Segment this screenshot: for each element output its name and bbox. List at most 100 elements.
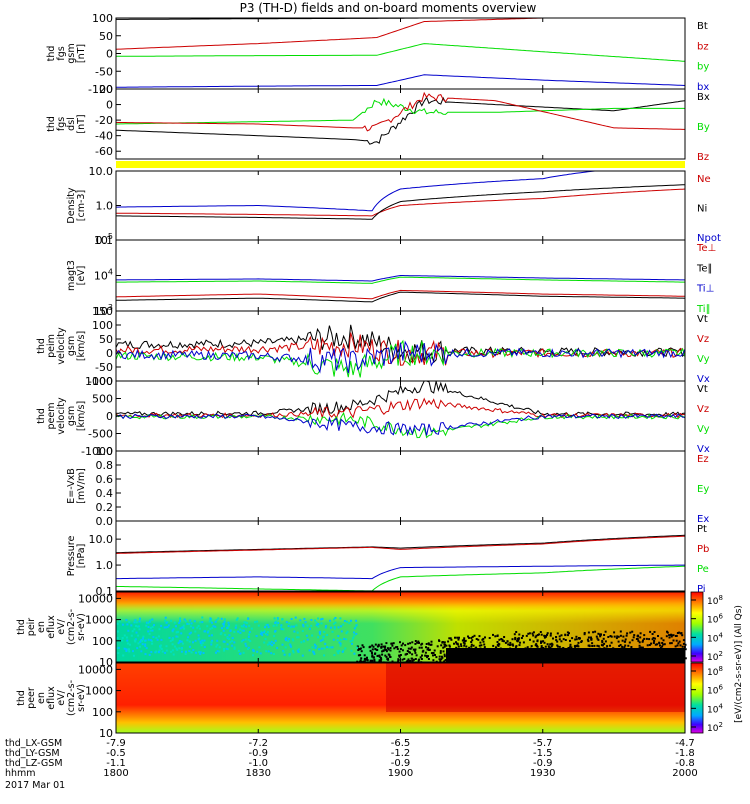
x-axis-row-value: -0.9 [248, 748, 268, 759]
spectrogram-pixel [159, 644, 162, 647]
noise-pixel [396, 646, 399, 648]
spectrogram-pixel [151, 625, 154, 628]
noise-pixel [519, 641, 521, 644]
spectrogram-pixel [229, 629, 232, 632]
spectrogram-pixel [314, 646, 317, 649]
noise-pixel [526, 646, 529, 649]
spectrogram-pixel [235, 618, 238, 621]
spectrogram-pixel [343, 637, 346, 640]
noise-pixel [616, 635, 619, 638]
noise-pixel [599, 633, 602, 636]
noise-pixel [412, 658, 415, 661]
spectrogram-pixel [242, 639, 245, 642]
spectrogram-pixel [276, 618, 279, 621]
spectrogram-pixel [210, 641, 213, 644]
noise-pixel [468, 646, 471, 649]
noise-pixel [536, 639, 539, 642]
spectrogram-pixel [214, 620, 217, 623]
noise-pixel [538, 633, 540, 636]
noise-pixel [374, 652, 377, 655]
spectrogram-pixel [343, 620, 346, 622]
spectrogram-pixel [314, 619, 317, 622]
spectrogram-pixel [125, 636, 128, 639]
noise-pixel [609, 635, 612, 637]
spectrogram-pixel [220, 632, 223, 635]
spectrogram-pixel [144, 643, 147, 646]
spectrogram-pixel [187, 636, 189, 639]
noise-pixel [398, 654, 401, 657]
spectrogram-pixel [222, 622, 225, 625]
noise-pixel [678, 631, 681, 634]
spectrogram-pixel [329, 619, 331, 622]
noise-pixel [659, 644, 661, 647]
y-tick-label: 0 [106, 410, 113, 423]
noise-pixel [374, 643, 377, 646]
noise-pixel [400, 644, 403, 647]
noise-pixel [361, 644, 364, 647]
noise-pixel [662, 643, 665, 646]
x-axis-row-value: -0.9 [391, 758, 411, 769]
legend-Ti∥: Ti∥ [696, 304, 711, 315]
spectrogram-pixel [244, 621, 247, 624]
colorbar-ion [690, 591, 704, 663]
noise-pixel [453, 642, 455, 645]
spectrogram-pixel [345, 632, 348, 635]
spectrogram-pixel [190, 622, 193, 625]
panel-10: 10000 1000 100 10 thdpeerenefluxeV/(cm2-s-sr… [16, 662, 686, 740]
spectrogram-pixel [325, 625, 328, 627]
series-line-Ti⊥ [116, 275, 685, 282]
x-axis-row-value: -0.8 [675, 758, 695, 769]
noise-pixel [628, 641, 631, 644]
spectrogram-pixel [228, 624, 230, 627]
spectrogram-pixel [228, 634, 231, 637]
y-tick-label: 0.4 [96, 487, 114, 500]
spectrogram-pixel [127, 629, 130, 632]
noise-pixel [662, 639, 665, 642]
noise-pixel [383, 646, 386, 649]
noise-pixel [579, 637, 581, 640]
spectrogram-pixel [312, 651, 315, 654]
spectrogram-pixel [351, 642, 353, 645]
legend-Vy: Vy [697, 354, 710, 365]
noise-pixel [640, 646, 643, 649]
spectrogram-pixel [266, 633, 269, 636]
spectrogram-pixel [231, 637, 234, 640]
noise-pixel [670, 642, 673, 645]
x-axis-row-label: thd_LY-GSM [5, 748, 60, 759]
noise-pixel [621, 645, 624, 648]
noise-pixel [407, 647, 410, 650]
noise-pixel [397, 660, 400, 663]
y-tick-label: 100 [92, 12, 113, 25]
spectrogram-pixel [272, 624, 275, 627]
noise-pixel [507, 643, 510, 646]
spectrogram-pixel [178, 647, 181, 650]
spectrogram-pixel [151, 629, 154, 632]
noise-pixel [590, 636, 592, 639]
spectrogram-pixel [258, 646, 261, 649]
noise-pixel [546, 633, 548, 636]
noise-pixel [430, 640, 433, 643]
spectrogram-pixel [222, 629, 225, 632]
spectrogram-pixel [123, 634, 126, 637]
noise-pixel [623, 646, 626, 649]
spectrogram-pixel [310, 624, 313, 627]
spectrogram-pixel [301, 654, 304, 657]
spectrogram-pixel [271, 644, 274, 647]
noise-pixel [495, 646, 497, 649]
noise-pixel [656, 643, 658, 646]
spectrogram-pixel [207, 630, 210, 633]
spectrogram-pixel [340, 625, 342, 628]
spectrogram-pixel [128, 621, 131, 624]
spectrogram-pixel [280, 624, 283, 627]
noise-pixel [418, 641, 420, 644]
colorbar-electron [690, 662, 704, 734]
spectrogram-pixel [317, 636, 319, 639]
noise-pixel [639, 632, 642, 635]
noise-pixel [528, 632, 531, 635]
noise-pixel [450, 638, 453, 641]
spectrogram-pixel [244, 642, 247, 645]
date-label: 2017 Mar 01 [5, 780, 65, 791]
x-axis-row-value: 1930 [530, 768, 555, 779]
noise-pixel [371, 659, 374, 662]
